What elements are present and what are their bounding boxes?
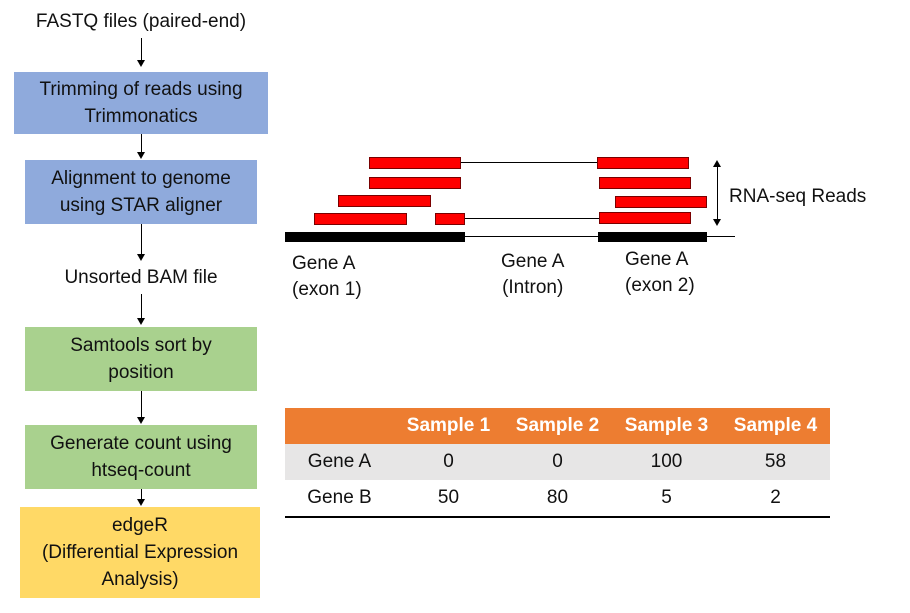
step-alignment: Alignment to genome using STAR aligner [25, 160, 257, 224]
exon-2-label: Gene A (exon 2) [625, 247, 695, 299]
step-edger-line1: edgeR [111, 515, 168, 536]
reads-label: RNA-seq Reads [729, 186, 867, 207]
read-7a [435, 213, 465, 225]
read-3 [599, 177, 691, 189]
arrow-2-line [141, 134, 142, 152]
table-row-1-gene: Gene A [307, 451, 372, 472]
step-alignment-line2: using STAR aligner [59, 195, 223, 216]
input-label: FASTQ files (paired-end) [35, 11, 247, 32]
table-row-1-sample-4: 58 [764, 451, 787, 472]
table-row-2-sample-1: 50 [437, 487, 460, 508]
intron-label: Gene A (Intron) [501, 249, 564, 301]
step-alignment-line1: Alignment to genome [51, 168, 231, 189]
read-1b [597, 157, 689, 169]
exon-1-label-line1: Gene A [292, 253, 356, 274]
reads-span-line [717, 166, 718, 222]
arrow-3-head [137, 254, 145, 261]
exon-1-label: Gene A (exon 1) [292, 251, 362, 303]
step-trimming-line1: Trimming of reads using [39, 79, 243, 100]
step-htseq-line2: htseq-count [91, 460, 191, 481]
table-header-row [285, 408, 830, 444]
table-header-gene [285, 408, 394, 444]
table-row-2-sample-2: 80 [546, 487, 569, 508]
step-htseq-line1: Generate count using [50, 433, 232, 454]
read-6 [314, 213, 407, 225]
read-4 [338, 195, 431, 207]
step-trimming: Trimming of reads using Trimmonatics [14, 72, 268, 134]
intron-label-line2: (Intron) [502, 277, 564, 298]
arrow-6-line [141, 489, 142, 501]
read-1a [369, 157, 461, 169]
step-samtools: Samtools sort by position [25, 327, 257, 391]
table-row-1-sample-3: 100 [650, 451, 683, 472]
step-htseq: Generate count using htseq-count [25, 425, 257, 489]
read-7b [599, 212, 691, 224]
table-header-sample-3: Sample 3 [624, 415, 709, 436]
arrow-4-line [141, 294, 142, 318]
arrow-2-head [137, 152, 145, 159]
read-1-junction [461, 162, 597, 163]
exon-2-block [598, 232, 707, 242]
table-header-sample-2: Sample 2 [515, 415, 600, 436]
table-row-1-sample-1: 0 [443, 451, 454, 472]
read-5 [615, 196, 707, 208]
table-row-2-sample-3: 5 [661, 487, 672, 508]
arrow-1-head [137, 60, 145, 67]
table-bottom-border [285, 516, 830, 518]
genome-baseline [285, 236, 735, 237]
read-7-junction [465, 218, 599, 219]
exon-1-block [285, 232, 465, 242]
reads-span-arrow-down [713, 219, 721, 226]
step-edger-line2: (Differential Expression [41, 542, 239, 563]
table-row-1-sample-2: 0 [552, 451, 563, 472]
table-row-2-sample-4: 2 [770, 487, 781, 508]
step-trimming-line2: Trimmonatics [84, 106, 198, 127]
table-header-sample-4: Sample 4 [733, 415, 818, 436]
arrow-6-head [137, 499, 145, 506]
arrow-5-line [141, 391, 142, 417]
arrow-3-line [141, 224, 142, 254]
exon-2-label-line1: Gene A [625, 249, 689, 270]
intermediate-label: Unsorted BAM file [64, 267, 218, 288]
table-row-shade [285, 444, 830, 480]
arrow-1-line [141, 38, 142, 60]
exon-2-label-line2: (exon 2) [625, 275, 695, 296]
arrow-5-head [137, 417, 145, 424]
table-header-sample-1: Sample 1 [406, 415, 491, 436]
step-samtools-line1: Samtools sort by [70, 335, 212, 356]
table-row-2-gene: Gene B [307, 487, 372, 508]
step-edger: edgeR (Differential Expression Analysis) [20, 507, 260, 598]
arrow-4-head [137, 318, 145, 325]
reads-span-arrow-up [713, 160, 721, 167]
exon-1-label-line2: (exon 1) [292, 279, 362, 300]
step-edger-line3: Analysis) [101, 569, 179, 590]
intron-label-line1: Gene A [501, 251, 565, 272]
read-2 [369, 177, 461, 189]
step-samtools-line2: position [108, 362, 174, 383]
